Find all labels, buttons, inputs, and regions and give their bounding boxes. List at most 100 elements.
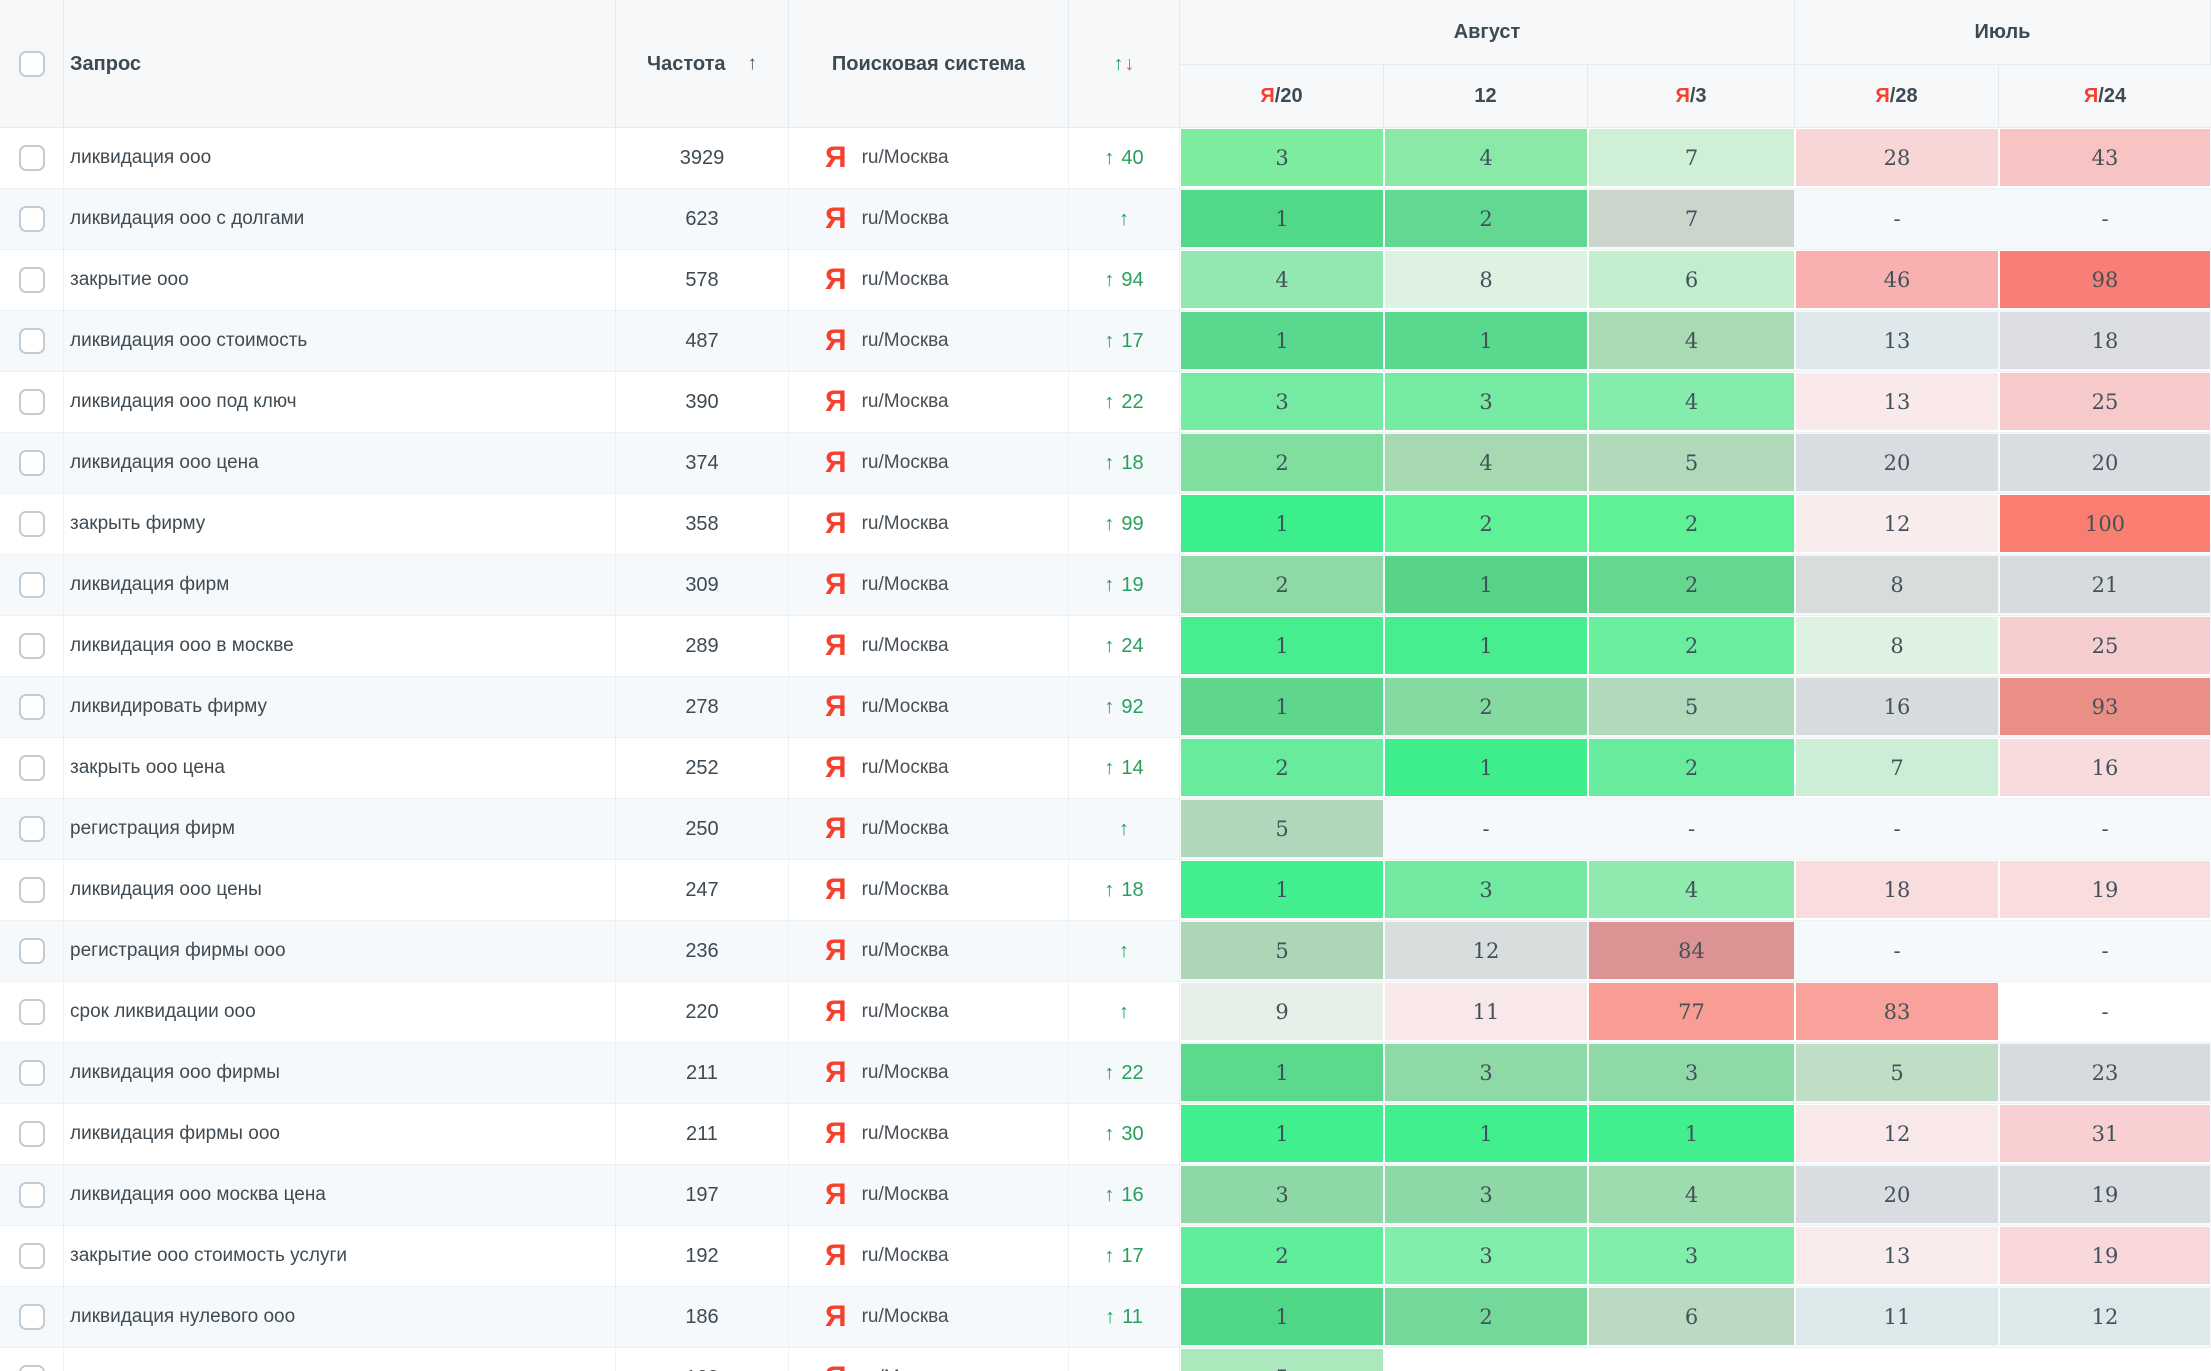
query-cell[interactable]: закрыть фирму [64, 494, 616, 554]
query-cell[interactable]: срок ликвидации ооо [64, 982, 616, 1042]
row-checkbox[interactable] [18, 938, 45, 964]
position-cell: 83 [1795, 982, 1999, 1042]
query-cell[interactable]: ликвидация ооо [64, 128, 616, 188]
query-cell[interactable]: ликвидация фирмы ооо [64, 1104, 616, 1164]
column-header-change[interactable]: ↑ ↓ [1069, 0, 1180, 128]
row-checkbox[interactable] [18, 1304, 45, 1330]
row-checkbox[interactable] [18, 1243, 45, 1269]
position-value: 23 [2091, 1060, 2119, 1085]
query-cell[interactable]: ликвидация нулевого ооо [64, 1287, 616, 1347]
position-cell: 21 [1999, 555, 2211, 615]
frequency-cell: 309 [616, 555, 789, 615]
frequency-cell: 374 [616, 433, 789, 493]
row-checkbox[interactable] [18, 1060, 45, 1086]
query-cell[interactable]: ликвидация фирм [64, 555, 616, 615]
row-checkbox[interactable] [18, 694, 45, 720]
column-header-frequency[interactable]: Частота ↑ [616, 0, 789, 128]
query-cell[interactable]: регистрация фирмы ооо [64, 921, 616, 981]
date-column-header[interactable]: 12 [1384, 65, 1588, 128]
row-checkbox[interactable] [18, 1365, 45, 1371]
query-cell[interactable]: ликвидация ооо москва цена [64, 1165, 616, 1225]
change-value: 19 [1121, 573, 1144, 596]
date-column-header[interactable]: Я/20 [1180, 65, 1384, 128]
date-column-header[interactable]: Я/28 [1795, 65, 1999, 128]
row-checkbox[interactable] [18, 511, 45, 537]
yandex-icon: Я [825, 873, 847, 906]
position-value: 5 [1684, 450, 1699, 475]
row-checkbox[interactable] [18, 572, 45, 598]
position-value: - [2101, 207, 2109, 231]
position-cell: 8 [1384, 250, 1588, 310]
position-value: 3 [1479, 1060, 1493, 1085]
column-header-query[interactable]: Запрос [64, 0, 616, 128]
position-value: 16 [1883, 694, 1911, 719]
row-checkbox[interactable] [18, 450, 45, 476]
query-cell[interactable]: ликвидировать фирму [64, 677, 616, 737]
position-color-fill: 20 [2000, 434, 2210, 491]
change-cell: ↑ 17 [1069, 311, 1180, 371]
select-all-checkbox[interactable] [18, 51, 45, 77]
position-value: 100 [2084, 511, 2126, 536]
position-value: 18 [2091, 328, 2119, 353]
query-cell[interactable]: ликвидация ооо с долгами [64, 189, 616, 249]
query-cell[interactable]: ликвидация ооо стоимость [64, 311, 616, 371]
position-cell: 8 [1795, 555, 1999, 615]
query-cell[interactable]: ликвидация ооо под ключ [64, 372, 616, 432]
row-checkbox[interactable] [18, 1182, 45, 1208]
row-checkbox[interactable] [18, 389, 45, 415]
position-value: 3 [1479, 1182, 1493, 1207]
date-column-header[interactable]: Я/24 [1999, 65, 2211, 128]
position-color-fill: 19 [2000, 1166, 2210, 1223]
up-arrow-icon: ↑ [1119, 1000, 1129, 1023]
row-checkbox[interactable] [18, 633, 45, 659]
row-checkbox[interactable] [18, 877, 45, 903]
position-cell: 2 [1588, 494, 1795, 554]
position-color-fill: 12 [1796, 495, 1998, 552]
row-checkbox[interactable] [18, 999, 45, 1025]
row-checkbox-cell [0, 616, 64, 676]
position-color-fill: 2 [1385, 190, 1587, 247]
row-checkbox[interactable] [18, 1121, 45, 1147]
position-value: 25 [2091, 389, 2119, 414]
position-cell: 19 [1999, 1165, 2211, 1225]
row-checkbox[interactable] [18, 328, 45, 354]
position-value: 3 [1684, 1243, 1699, 1268]
query-cell[interactable]: ликвидация ооо фирмы [64, 1043, 616, 1103]
query-cell[interactable]: ликвидация ооо в москве [64, 616, 616, 676]
frequency-cell: 578 [616, 250, 789, 310]
position-value: 19 [2091, 877, 2119, 902]
date-column-header[interactable]: Я/3 [1588, 65, 1795, 128]
position-cell: 1 [1384, 311, 1588, 371]
query-cell[interactable]: закрытие ооо [64, 250, 616, 310]
row-checkbox[interactable] [18, 145, 45, 171]
region-label: ru/Москва [861, 208, 949, 229]
position-cell: 4 [1588, 860, 1795, 920]
row-checkbox[interactable] [18, 206, 45, 232]
row-checkbox[interactable] [18, 816, 45, 842]
frequency-cell: 250 [616, 799, 789, 859]
position-cell: 3 [1384, 1043, 1588, 1103]
yandex-icon: Я [825, 568, 847, 601]
row-checkbox[interactable] [18, 267, 45, 293]
up-arrow-icon: ↑ [1119, 207, 1129, 230]
query-cell[interactable]: ликвидация ооо цены [64, 860, 616, 920]
sort-ascending-icon[interactable]: ↑ [747, 53, 757, 74]
row-checkbox[interactable] [18, 755, 45, 781]
position-color-fill: 11 [1796, 1288, 1998, 1345]
position-value: 28 [1883, 145, 1911, 170]
query-cell[interactable]: закрытие ооо стоимость услуги [64, 1226, 616, 1286]
position-cell: 4 [1384, 128, 1588, 188]
query-cell[interactable] [64, 1348, 616, 1371]
position-value: 13 [1883, 328, 1911, 353]
frequency-cell: 278 [616, 677, 789, 737]
position-cell: 19 [1999, 1226, 2211, 1286]
query-cell[interactable]: регистрация фирм [64, 799, 616, 859]
query-cell[interactable]: ликвидация ооо цена [64, 433, 616, 493]
query-cell[interactable]: закрыть ооо цена [64, 738, 616, 798]
